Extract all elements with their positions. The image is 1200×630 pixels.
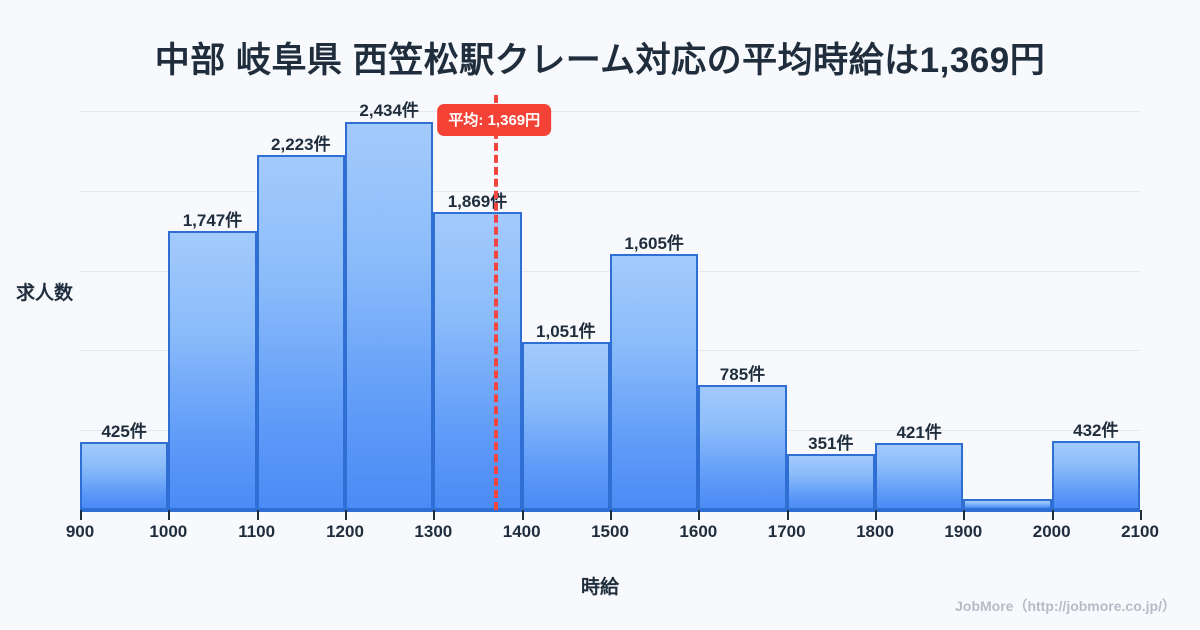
x-axis-tick-label: 2000 <box>1032 522 1071 541</box>
histogram-bar[interactable] <box>875 442 964 510</box>
bar-value-label: 351件 <box>808 433 854 453</box>
y-axis-title: 求人数 <box>16 283 74 304</box>
x-axis-tick <box>963 510 966 520</box>
histogram-bar[interactable] <box>786 453 875 510</box>
x-axis-tick-label: 1200 <box>326 522 364 541</box>
histogram-bar[interactable] <box>1051 441 1140 510</box>
bar-value-label: 785件 <box>719 364 766 384</box>
x-axis-tick-label: 1500 <box>591 522 629 541</box>
histogram-bar[interactable] <box>698 384 787 510</box>
average-badge: 平均: 1,369円 <box>437 104 552 136</box>
bar-value-label: 1,747件 <box>182 211 243 231</box>
x-axis-tick-label: 1600 <box>679 522 718 541</box>
gridline <box>80 110 1140 112</box>
x-axis-tick <box>345 510 347 520</box>
histogram-bar[interactable] <box>963 498 1052 510</box>
bar-value-label: 1,605件 <box>624 233 684 253</box>
x-axis-tick-label: 1800 <box>856 522 894 541</box>
x-axis-tick <box>1051 510 1054 520</box>
bar-value-label: 2,223件 <box>271 135 331 155</box>
page-title: 中部 岐阜県 西笠松駅クレーム対応の平均時給は1,369円 <box>154 41 1046 80</box>
x-axis-tick <box>168 510 171 520</box>
x-axis-title: 時給 <box>580 577 619 598</box>
plot-area: 425件 1,747件 2,223件 2,434件 1,869件 1,051件 1,605件… <box>80 95 1140 510</box>
histogram-bar[interactable] <box>256 155 345 510</box>
histogram-bar[interactable] <box>345 121 434 510</box>
x-axis-tick-label: 1000 <box>149 522 188 541</box>
x-axis-tick-label: 900 <box>65 522 95 541</box>
x-axis-tick-label: 1900 <box>944 522 983 541</box>
x-axis-tick-label: 2100 <box>1121 522 1159 541</box>
bar-value-label: 2,434件 <box>359 101 419 121</box>
footer-watermark: JobMore（http://jobmore.co.jp/） <box>955 598 1176 614</box>
bar-value-label: 1,869件 <box>447 191 508 211</box>
x-axis-tick-label: 1700 <box>767 522 806 541</box>
x-axis-tick <box>521 510 524 520</box>
x-axis-tick-label: 1400 <box>502 522 541 541</box>
bar-value-label: 432件 <box>1073 421 1119 441</box>
x-axis-tick <box>786 510 789 520</box>
histogram-bar[interactable] <box>433 211 522 510</box>
x-axis-tick <box>1140 510 1142 520</box>
x-axis-tick-label: 1300 <box>414 522 453 541</box>
histogram-bar[interactable] <box>610 253 699 510</box>
average-line <box>494 95 499 510</box>
bar-value-label: 1,051件 <box>536 322 596 342</box>
gridline <box>80 190 1140 192</box>
x-axis-tick <box>875 510 877 520</box>
bar-value-label: 421件 <box>896 422 942 442</box>
histogram-bar[interactable] <box>80 442 169 510</box>
x-axis-tick <box>433 510 436 520</box>
x-axis-tick <box>80 510 82 520</box>
histogram-bar[interactable] <box>168 231 257 510</box>
x-axis-tick <box>610 510 612 520</box>
histogram-bar[interactable] <box>521 342 610 510</box>
bar-value-label: 425件 <box>101 422 147 442</box>
x-axis-tick <box>698 510 701 520</box>
x-axis-tick-label: 1100 <box>238 522 276 541</box>
x-axis-tick <box>256 510 259 520</box>
